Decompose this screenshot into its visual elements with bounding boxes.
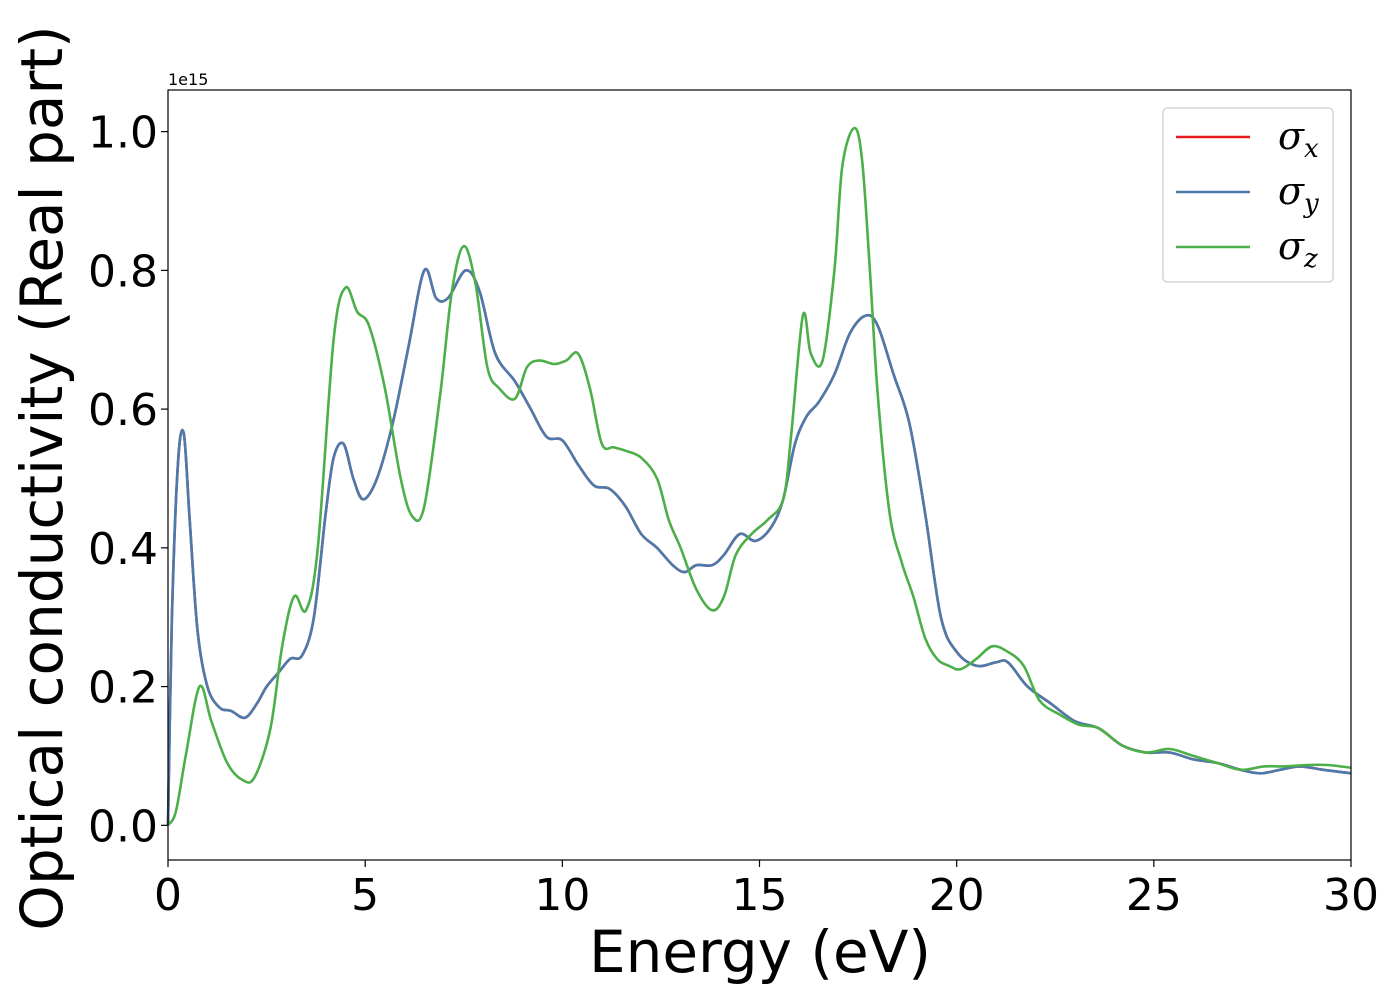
x-axis: 0 5 10 15 20 25 30 — [154, 860, 1379, 921]
y-tick-label: 0.6 — [88, 385, 158, 436]
y-tick-label: 0.0 — [88, 801, 158, 852]
legend-label-y: σy — [1278, 169, 1319, 219]
y-tick-label: 0.8 — [88, 246, 158, 297]
x-tick-label: 15 — [732, 870, 788, 921]
legend-label-z: σz — [1278, 224, 1318, 274]
y-tick-label: 1.0 — [88, 108, 158, 159]
series-layer — [166, 126, 1352, 827]
y-axis: 0.0 0.2 0.4 0.6 0.8 1.0 — [88, 108, 168, 852]
series-line-z — [166, 126, 1352, 827]
y-offset-label: 1e15 — [168, 70, 208, 89]
x-tick-label: 0 — [154, 870, 182, 921]
series-line-y — [166, 267, 1352, 826]
y-axis-title: Optical conductivity (Real part) — [8, 25, 76, 930]
x-tick-label: 10 — [534, 870, 590, 921]
x-tick-label: 25 — [1126, 870, 1182, 921]
x-tick-label: 20 — [929, 870, 985, 921]
x-axis-title: Energy (eV) — [589, 918, 931, 986]
x-tick-label: 5 — [351, 870, 379, 921]
y-tick-label: 0.2 — [88, 663, 158, 714]
legend-label-x: σx — [1278, 114, 1319, 164]
x-tick-label: 30 — [1323, 870, 1379, 921]
y-tick-label: 0.4 — [88, 524, 158, 575]
legend-box — [1162, 107, 1334, 283]
